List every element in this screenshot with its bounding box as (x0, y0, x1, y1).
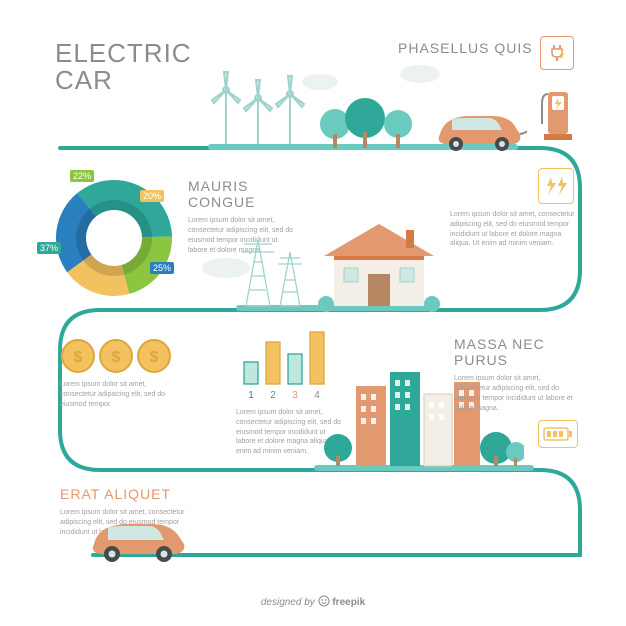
charging-station-icon (540, 84, 580, 154)
body-massa: Lorem ipsum dolor sit amet, consectetur … (454, 374, 578, 413)
ev-car-row4 (86, 510, 196, 566)
double-bolt-icon (544, 175, 568, 197)
bar (266, 342, 280, 384)
bar-xlabel: 1 (248, 390, 254, 401)
body-coins: Lorem ipsum dolor sit amet, consectetur … (60, 380, 178, 409)
iconbox-charger (540, 36, 574, 70)
battery-icon (543, 426, 573, 442)
row1-clouds (300, 62, 520, 102)
row1-trees (320, 94, 440, 154)
donut-chart (20, 158, 210, 318)
bar (310, 332, 324, 384)
svg-text:$: $ (150, 349, 159, 366)
attrib-brand: freepik (332, 597, 365, 608)
body-right2: Lorem ipsum dolor sit amet, consectetur … (450, 210, 576, 249)
iconbox-bolts (538, 168, 574, 204)
donut-label: 20% (140, 190, 164, 202)
section-title-massa: MASSA NEC PURUS (454, 336, 578, 368)
pylons-icon (236, 220, 316, 310)
svg-text:$: $ (112, 349, 121, 366)
attrib-prefix: designed by (261, 597, 318, 608)
section-title-mauris: MAURIS CONGUE (188, 178, 298, 210)
donut-label: 22% (70, 170, 94, 182)
bar (244, 362, 258, 384)
bar-xlabel: 3 (292, 390, 298, 401)
bar (288, 354, 302, 384)
section-title-erat: ERAT ALIQUET (60, 486, 210, 502)
donut-label: 37% (37, 242, 61, 254)
ev-car-row1 (432, 104, 527, 154)
house-icon (314, 212, 444, 312)
svg-text:$: $ (74, 349, 83, 366)
iconbox-battery (538, 420, 578, 448)
main-title: ELECTRIC CAR (55, 40, 192, 95)
freepik-logo-icon (318, 595, 330, 607)
bar-xlabel: 2 (270, 390, 276, 401)
coins-row: $ $ $ (60, 338, 180, 383)
bar-xlabel: 4 (314, 390, 320, 401)
plug-bolt-icon (547, 43, 567, 63)
donut-label: 25% (150, 262, 174, 274)
attribution: designed by freepik (0, 595, 626, 608)
